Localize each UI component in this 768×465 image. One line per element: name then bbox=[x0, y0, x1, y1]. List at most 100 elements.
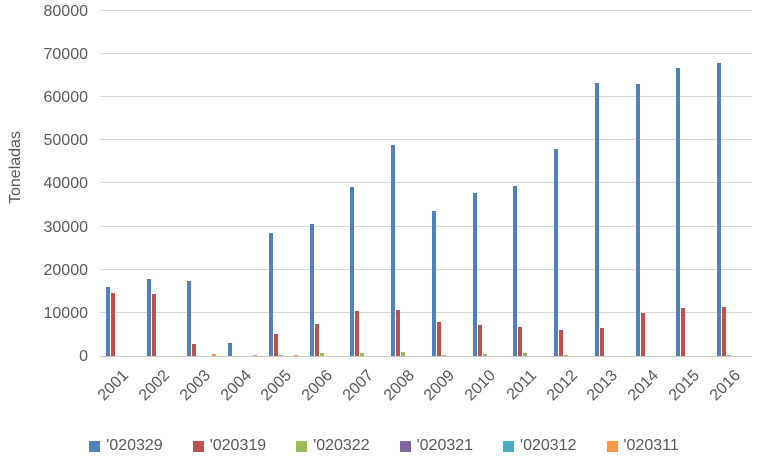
bar-020329-2007 bbox=[350, 187, 355, 356]
bar-group-2001 bbox=[100, 287, 141, 356]
x-tick-label: 2011 bbox=[503, 367, 540, 404]
bar-group-2005 bbox=[263, 233, 304, 356]
legend-swatch-icon bbox=[296, 440, 308, 452]
legend-label: '020322 bbox=[313, 437, 370, 454]
legend: '020329 '020319 '020322 '020321 '020312 '0203… bbox=[0, 437, 768, 455]
bar-020319-2001 bbox=[110, 293, 115, 356]
bar-group-2013 bbox=[589, 83, 630, 356]
bar-020329-2012 bbox=[554, 149, 559, 356]
gridline bbox=[100, 96, 752, 97]
legend-label: '020329 bbox=[106, 437, 163, 454]
bar-020329-2004 bbox=[228, 343, 233, 356]
gridline bbox=[100, 269, 752, 270]
bar-020319-2009 bbox=[436, 322, 441, 356]
bar-020311-2003 bbox=[212, 354, 217, 356]
legend-item-020312: '020312 bbox=[503, 437, 577, 455]
x-tick-cell: 2012 bbox=[543, 359, 589, 411]
legend-label: '020321 bbox=[416, 437, 474, 454]
x-tick-label: 2003 bbox=[176, 367, 214, 405]
legend-item-020329: '020329 bbox=[89, 437, 163, 455]
bar-020319-2003 bbox=[192, 344, 197, 356]
x-tick-label: 2015 bbox=[665, 367, 703, 405]
legend-swatch-icon bbox=[399, 440, 411, 452]
y-tick-label: 20000 bbox=[43, 262, 89, 279]
bar-020319-2011 bbox=[518, 327, 523, 356]
legend-item-020322: '020322 bbox=[296, 437, 370, 455]
x-tick-label: 2002 bbox=[135, 367, 174, 405]
bar-020329-2015 bbox=[676, 68, 681, 356]
x-tick-label: 2005 bbox=[258, 367, 296, 405]
x-tick-label: 2007 bbox=[339, 367, 377, 405]
x-tick-label: 2016 bbox=[706, 367, 744, 405]
y-tick-label: 40000 bbox=[43, 175, 89, 192]
bar-020322-2006 bbox=[319, 353, 324, 356]
bar-020322-2012 bbox=[564, 355, 569, 356]
x-tick-cell: 2015 bbox=[666, 359, 712, 411]
x-tick-cell: 2007 bbox=[340, 359, 386, 411]
x-tick-cell: 2001 bbox=[95, 359, 141, 411]
legend-swatch-icon bbox=[503, 440, 515, 452]
legend-item-020311: '020311 bbox=[606, 437, 679, 455]
x-tick-cell: 2016 bbox=[706, 359, 752, 411]
bar-020319-2014 bbox=[640, 313, 645, 356]
y-tick-label: 0 bbox=[79, 348, 88, 365]
x-tick-cell: 2010 bbox=[462, 359, 508, 411]
bar-020329-2010 bbox=[472, 193, 477, 356]
bar-020311-2004 bbox=[253, 355, 258, 356]
x-tick-label: 2012 bbox=[543, 367, 581, 405]
bar-020319-2013 bbox=[599, 328, 604, 356]
x-tick-label: 2004 bbox=[217, 367, 255, 405]
x-tick-cell: 2006 bbox=[299, 359, 345, 411]
bar-group-2016 bbox=[711, 63, 752, 356]
bar-group-2008 bbox=[385, 145, 426, 356]
y-tick-label: 70000 bbox=[43, 46, 89, 63]
bar-020329-2008 bbox=[391, 145, 396, 356]
bar-020322-2016 bbox=[727, 355, 732, 356]
bar-groups bbox=[100, 12, 752, 356]
x-tick-cell: 2013 bbox=[584, 359, 630, 411]
x-tick-label: 2008 bbox=[380, 367, 418, 405]
bar-020329-2002 bbox=[146, 279, 151, 356]
bar-group-2004 bbox=[222, 343, 263, 356]
bar-020329-2014 bbox=[635, 84, 640, 356]
y-tick-label: 10000 bbox=[43, 305, 89, 322]
x-tick-cell: 2005 bbox=[258, 359, 304, 411]
bar-020319-2012 bbox=[559, 330, 564, 356]
bar-group-2012 bbox=[548, 149, 589, 356]
x-tick-label: 2010 bbox=[461, 367, 500, 405]
legend-swatch-icon bbox=[606, 440, 618, 452]
x-tick-cell: 2003 bbox=[177, 359, 223, 411]
bar-020322-2010 bbox=[482, 354, 487, 356]
x-tick-cell: 2004 bbox=[217, 359, 263, 411]
x-tick-label: 2014 bbox=[624, 367, 663, 405]
x-tick-cell: 2014 bbox=[625, 359, 671, 411]
bar-020329-2003 bbox=[187, 281, 192, 356]
plot-area bbox=[100, 10, 752, 357]
bar-020329-2013 bbox=[594, 83, 599, 356]
legend-item-020319: '020319 bbox=[192, 437, 267, 455]
bar-020322-2005 bbox=[278, 355, 283, 356]
bar-group-2015 bbox=[671, 68, 712, 356]
bar-020322-2008 bbox=[401, 352, 406, 356]
bar-020329-2001 bbox=[105, 287, 110, 356]
gridline bbox=[100, 226, 752, 227]
bar-group-2002 bbox=[141, 279, 182, 356]
bar-020322-2007 bbox=[360, 353, 365, 356]
bar-group-2009 bbox=[426, 211, 467, 356]
bar-020319-2002 bbox=[151, 294, 156, 356]
bar-020322-2011 bbox=[523, 353, 528, 356]
legend-swatch-icon bbox=[89, 440, 101, 452]
bar-020329-2005 bbox=[268, 233, 273, 356]
y-tick-label: 80000 bbox=[43, 3, 89, 20]
x-tick-cell: 2009 bbox=[421, 359, 467, 411]
bar-020329-2009 bbox=[431, 211, 436, 356]
legend-swatch-icon bbox=[192, 440, 204, 452]
y-tick-label: 30000 bbox=[43, 219, 89, 236]
x-tick-label: 2006 bbox=[298, 367, 337, 405]
bar-020311-2005 bbox=[293, 355, 298, 356]
legend-label: '020312 bbox=[520, 437, 577, 454]
y-tick-label: 60000 bbox=[43, 89, 89, 106]
legend-label: '020319 bbox=[209, 437, 267, 454]
x-tick-label: 2001 bbox=[95, 367, 133, 405]
